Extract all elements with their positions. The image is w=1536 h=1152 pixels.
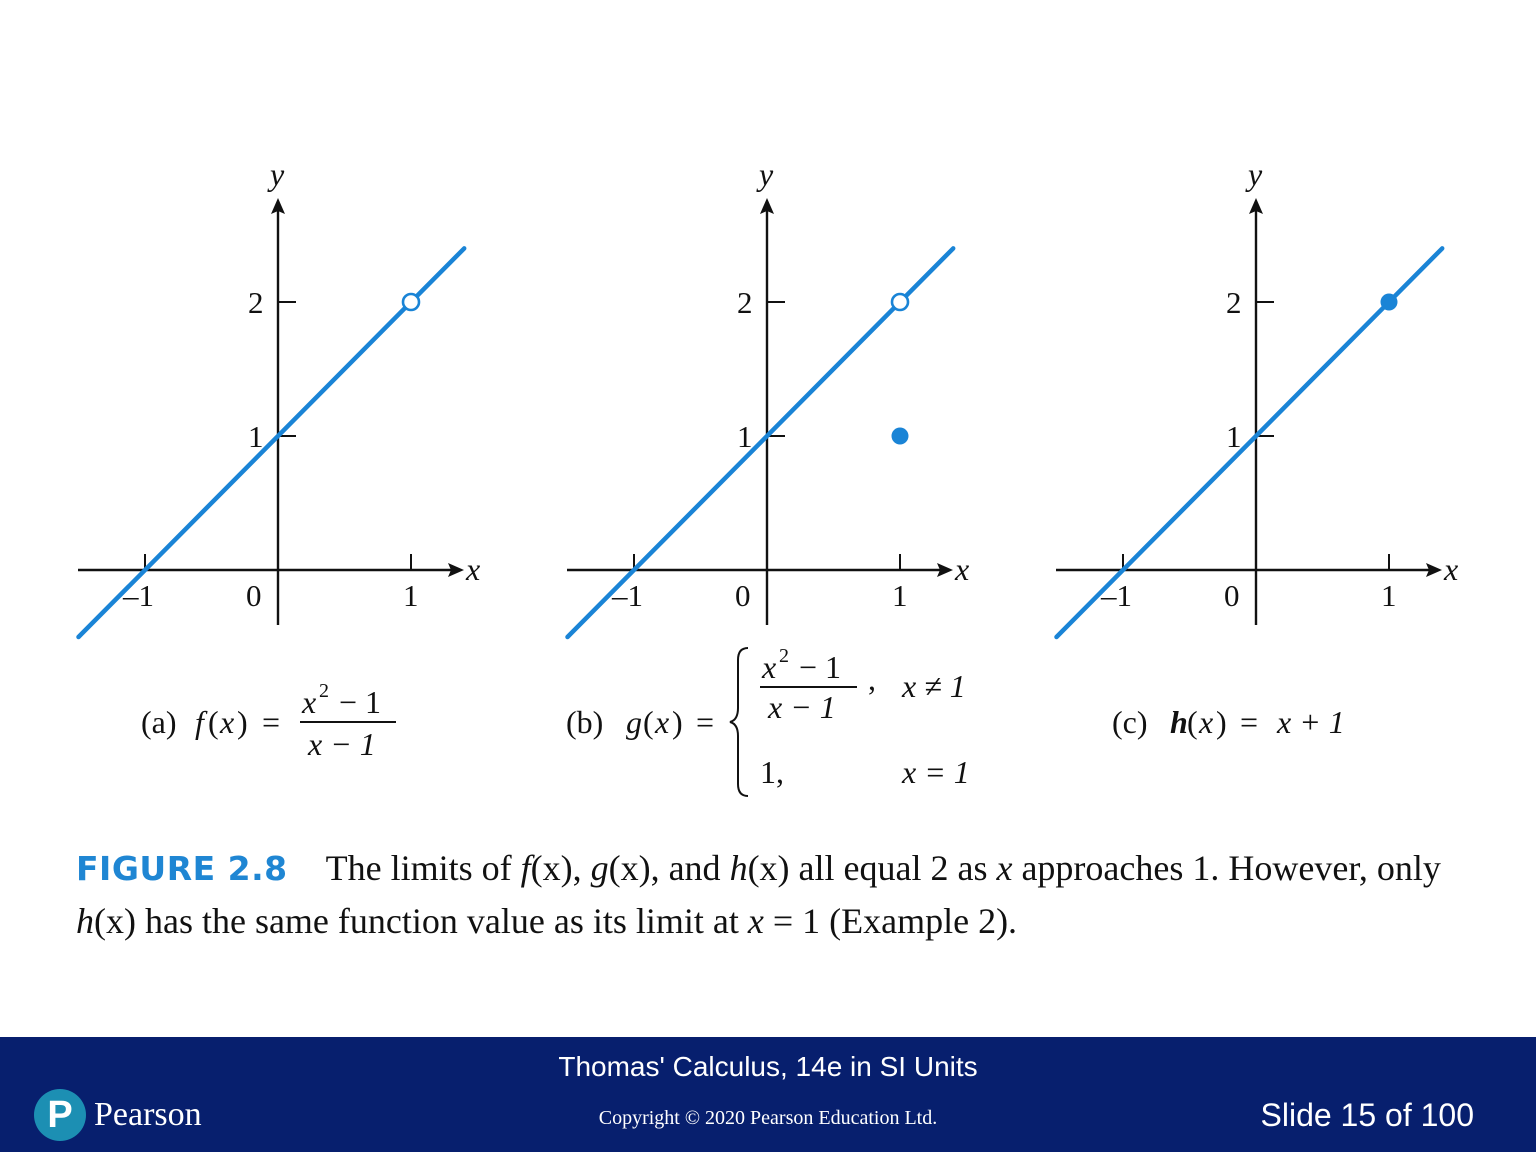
caption-b-label: (b) — [566, 704, 603, 740]
caption-a: (a) f ( x ) = x 2 − 1 x − 1 — [141, 680, 396, 762]
panel-b: x y 2 1 –1 0 1 — [565, 156, 969, 640]
x-tick-label: –1 — [122, 578, 154, 613]
footer-bar: Thomas' Calculus, 14e in SI Units Copyri… — [0, 1037, 1536, 1152]
svg-text:): ) — [237, 704, 248, 740]
x-tick-label: –1 — [1100, 578, 1132, 613]
open-point — [890, 292, 910, 312]
x-tick-label: 1 — [1381, 578, 1397, 613]
panel-c: x y 2 1 –1 0 1 — [1054, 156, 1458, 640]
pearson-logo-text: Pearson — [94, 1096, 202, 1133]
figure-caption: FIGURE 2.8 The limits of f(x), g(x), and … — [76, 842, 1476, 948]
caption-x2: x — [747, 901, 764, 941]
footer-copyright: Copyright © 2020 Pearson Education Ltd. — [598, 1107, 938, 1129]
y-tick-label: 1 — [1226, 419, 1242, 454]
y-tick-label: 2 — [1226, 285, 1242, 320]
x-tick-label: 0 — [246, 578, 262, 613]
caption-text: (x) all equal 2 as — [747, 848, 997, 888]
y-axis-label: y — [756, 156, 774, 192]
caption-x: x — [996, 848, 1013, 888]
x-axis-arrow-icon — [448, 563, 464, 577]
caption-b-num-base: x — [761, 649, 776, 685]
y-tick-label: 1 — [248, 419, 264, 454]
function-line — [1054, 246, 1445, 640]
svg-text:): ) — [672, 704, 683, 740]
caption-a-num-rest: − 1 — [331, 684, 381, 720]
caption-h2: h — [76, 901, 94, 941]
x-tick-label: 0 — [1224, 578, 1240, 613]
caption-text: (x) has the same function value as its l… — [94, 901, 748, 941]
caption-a-label: (a) — [141, 704, 177, 740]
svg-text:=: = — [1240, 704, 1258, 740]
svg-text:(: ( — [208, 704, 219, 740]
caption-b: (b) g ( x ) = x 2 − 1 x − 1 , x ≠ 1 1, x… — [566, 645, 970, 797]
filled-point — [891, 427, 909, 445]
caption-c-rhs: x + 1 — [1276, 704, 1345, 740]
pearson-logo-icon: P — [34, 1089, 86, 1141]
svg-text:,: , — [868, 661, 876, 697]
figure-graphs: x y 2 1 –1 0 1 x y 2 1 –1 0 1 x y 2 1 –1 0 1 (a) f ( x ) = x… — [76, 156, 1458, 797]
caption-a-var: x — [219, 704, 234, 740]
footer-title: Thomas' Calculus, 14e in SI Units — [558, 1051, 978, 1082]
caption-b-var: x — [654, 704, 669, 740]
caption-text: (x), and — [608, 848, 730, 888]
caption-a-num-exp: 2 — [319, 680, 329, 702]
x-tick-label: 1 — [892, 578, 908, 613]
svg-text:): ) — [1216, 704, 1227, 740]
y-axis-arrow-icon — [760, 198, 774, 214]
caption-c: (c) h ( x ) = x + 1 — [1112, 704, 1345, 740]
caption-b-cond2: x = 1 — [901, 754, 970, 790]
caption-a-den: x − 1 — [307, 726, 376, 762]
caption-b-func: g — [626, 704, 642, 740]
x-axis-arrow-icon — [1426, 563, 1442, 577]
caption-b-num-exp: 2 — [779, 645, 789, 667]
function-line — [565, 246, 956, 640]
x-axis-arrow-icon — [937, 563, 953, 577]
slide-counter: Slide 15 of 100 — [1260, 1097, 1475, 1133]
figure-label: FIGURE 2.8 — [76, 849, 288, 888]
caption-g: g — [590, 848, 609, 888]
x-tick-label: 1 — [403, 578, 419, 613]
y-axis-label: y — [267, 156, 285, 192]
caption-b-den: x − 1 — [767, 689, 836, 725]
y-tick-label: 1 — [737, 419, 753, 454]
caption-text: (x), — [530, 848, 591, 888]
caption-h: h — [729, 848, 748, 888]
caption-a-num-base: x — [301, 684, 316, 720]
y-axis-label: y — [1245, 156, 1263, 192]
pearson-logo: P Pearson — [34, 1087, 202, 1143]
y-axis-arrow-icon — [1249, 198, 1263, 214]
svg-text:(: ( — [643, 704, 654, 740]
x-axis-label: x — [954, 551, 969, 587]
x-axis-label: x — [1443, 551, 1458, 587]
caption-b-cond1: x ≠ 1 — [901, 668, 966, 704]
caption-c-func: h — [1170, 704, 1188, 740]
filled-point — [1380, 293, 1398, 311]
caption-b-num-rest: − 1 — [791, 649, 841, 685]
caption-b-val2: 1, — [760, 754, 784, 790]
x-tick-label: –1 — [611, 578, 643, 613]
open-point — [401, 292, 421, 312]
x-tick-label: 0 — [735, 578, 751, 613]
y-tick-label: 2 — [248, 285, 264, 320]
x-axis-label: x — [465, 551, 480, 587]
y-axis-arrow-icon — [271, 198, 285, 214]
svg-text:(: ( — [1187, 704, 1198, 740]
function-line — [76, 246, 467, 640]
y-tick-label: 2 — [737, 285, 753, 320]
caption-a-func: f — [195, 704, 208, 740]
caption-text: = 1 (Example 2). — [763, 901, 1018, 941]
caption-text: approaches 1. However, only — [1012, 848, 1441, 888]
caption-f: f — [520, 848, 531, 888]
caption-c-var: x — [1198, 704, 1213, 740]
svg-text:=: = — [696, 704, 714, 740]
panel-a: x y 2 1 –1 0 1 — [76, 156, 480, 640]
caption-text: The limits of — [325, 848, 521, 888]
caption-c-label: (c) — [1112, 704, 1148, 740]
svg-text:=: = — [262, 704, 280, 740]
